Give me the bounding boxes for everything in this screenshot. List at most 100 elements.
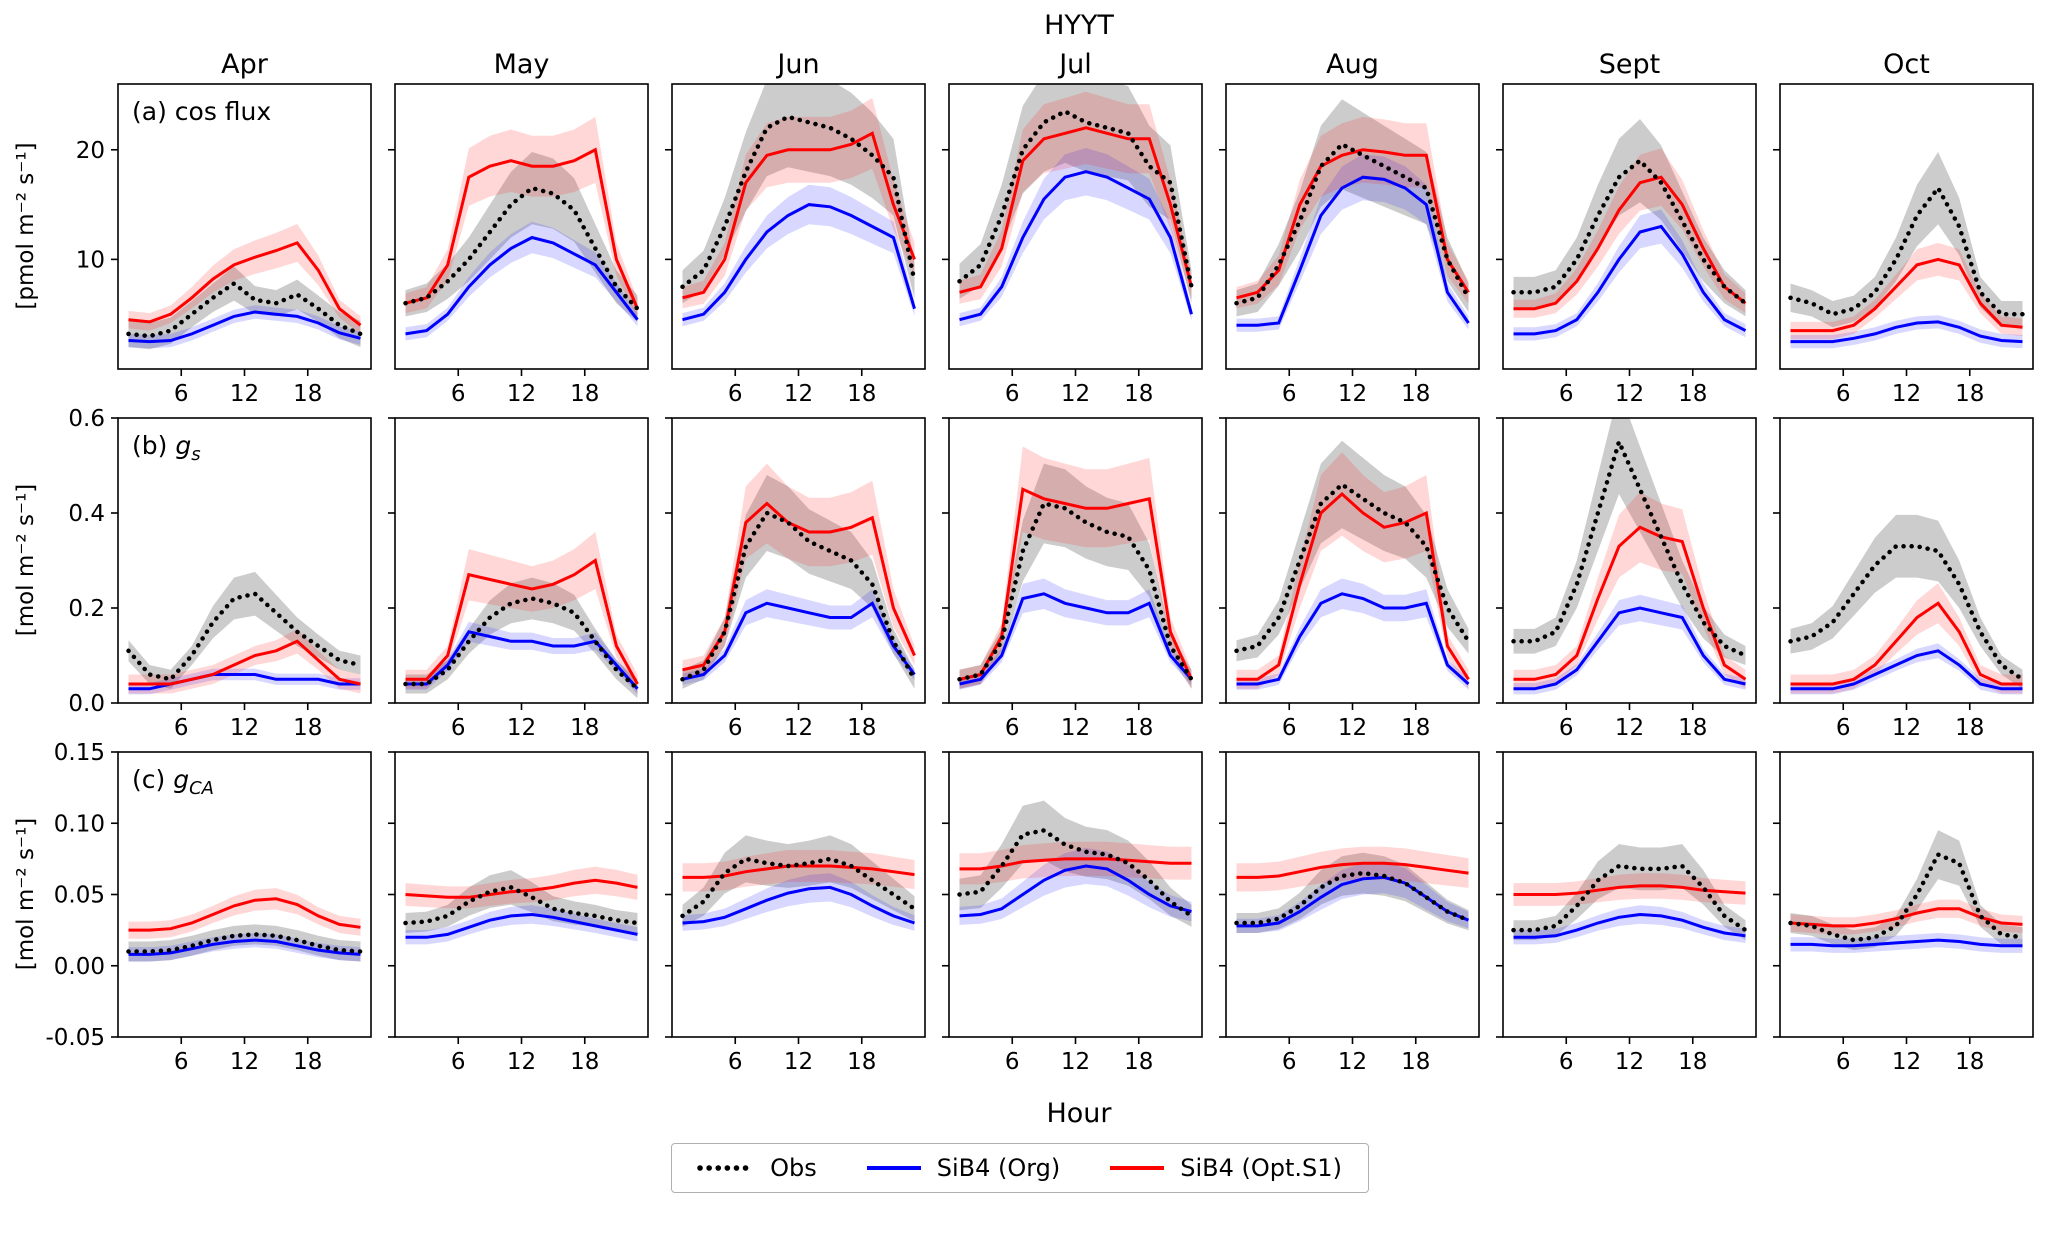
obs-line bbox=[1234, 481, 1471, 654]
opt-line bbox=[405, 147, 639, 310]
x-tick-label: 6 bbox=[728, 381, 743, 407]
x-tick-label: 6 bbox=[174, 1049, 189, 1075]
opt-band bbox=[1513, 492, 1746, 689]
y-axis-label-gs: [mol m⁻² s⁻¹] bbox=[13, 483, 39, 637]
opt-band bbox=[959, 446, 1192, 689]
obs-line bbox=[1788, 851, 2025, 943]
opt-band bbox=[405, 116, 638, 318]
subplot-cos-flux-jun: 6 12 18 bbox=[665, 83, 926, 409]
org-band bbox=[128, 933, 361, 962]
org-band bbox=[959, 578, 1192, 690]
obs-line bbox=[680, 856, 917, 919]
panel-label: (a) cos flux bbox=[132, 97, 271, 126]
subplot-gs-aug: 6 12 18 bbox=[1219, 417, 1480, 743]
legend-opt-line-icon bbox=[1110, 1166, 1165, 1170]
subplot-gs-apr: 6 12 18 0.0 0.2 0.4 0.6 (b) gs bbox=[68, 406, 372, 743]
x-tick-label: 6 bbox=[451, 1049, 466, 1075]
x-tick-label: 6 bbox=[1559, 381, 1574, 407]
obs-line bbox=[126, 932, 363, 954]
obs-band bbox=[682, 835, 915, 927]
x-tick-label: 6 bbox=[451, 715, 466, 741]
legend-wrap: Obs SiB4 (Org) SiB4 (Opt.S1) bbox=[0, 1143, 2040, 1193]
column-header-oct: Oct bbox=[1883, 49, 1930, 80]
opt-line bbox=[959, 487, 1193, 681]
x-tick-label: 12 bbox=[1615, 1049, 1644, 1075]
column-header-jun: Jun bbox=[777, 49, 820, 80]
obs-band bbox=[959, 463, 1192, 689]
x-tick-label: 6 bbox=[728, 715, 743, 741]
subplot-gca-jun: 6 12 18 bbox=[665, 751, 926, 1077]
x-tick-label: 12 bbox=[1061, 1049, 1090, 1075]
org-line bbox=[682, 203, 916, 322]
legend-label-obs: Obs bbox=[770, 1154, 817, 1182]
x-tick-label: 12 bbox=[507, 381, 536, 407]
x-tick-label: 18 bbox=[1678, 381, 1707, 407]
x-tick-label: 6 bbox=[1005, 1049, 1020, 1075]
org-line bbox=[1513, 606, 1746, 691]
obs-band bbox=[1790, 830, 2023, 951]
subplot-grid: Apr May Jun Jul Aug Sept Oct [pmol m⁻² s⁻¹] 6 12 1… bbox=[0, 49, 2040, 1077]
obs-line bbox=[1511, 157, 1748, 306]
obs-line bbox=[1788, 184, 2025, 317]
x-tick-label: 6 bbox=[1836, 381, 1851, 407]
x-tick-label: 12 bbox=[1615, 381, 1644, 407]
x-tick-label: 12 bbox=[1061, 381, 1090, 407]
opt-band bbox=[682, 463, 915, 680]
obs-line bbox=[126, 280, 363, 339]
obs-line bbox=[957, 828, 1194, 919]
obs-line bbox=[1511, 435, 1748, 658]
org-line bbox=[128, 310, 361, 344]
obs-band bbox=[1513, 119, 1746, 317]
x-tick-label: 12 bbox=[230, 381, 259, 407]
x-tick-label: 6 bbox=[174, 715, 189, 741]
org-band bbox=[1513, 209, 1746, 341]
figure-title: HYYT bbox=[1044, 10, 1114, 41]
opt-line bbox=[1236, 491, 1470, 681]
obs-line bbox=[1234, 141, 1471, 306]
opt-band bbox=[1236, 116, 1469, 309]
obs-line bbox=[403, 185, 640, 311]
obs-band bbox=[128, 571, 361, 689]
subplot-gca-aug: 6 12 18 bbox=[1219, 751, 1480, 1077]
org-line bbox=[1236, 175, 1470, 327]
obs-band bbox=[1513, 844, 1746, 941]
subplot-cos-flux-apr: 6 12 18 10 20 (a) cos flux bbox=[76, 83, 372, 409]
subplot-cos-flux-oct: 6 12 18 bbox=[1773, 83, 2034, 409]
x-tick-label: 6 bbox=[1559, 715, 1574, 741]
x-tick-label: 6 bbox=[728, 1049, 743, 1075]
obs-band bbox=[128, 924, 361, 962]
x-tick-label: 12 bbox=[784, 381, 813, 407]
x-tick-label: 6 bbox=[1836, 715, 1851, 741]
x-tick-label: 18 bbox=[1124, 715, 1153, 741]
opt-band bbox=[1513, 873, 1746, 906]
x-tick-label: 18 bbox=[847, 1049, 876, 1075]
org-line bbox=[1236, 592, 1470, 686]
subplot-gca-jul: 6 12 18 bbox=[942, 751, 1203, 1077]
obs-line bbox=[680, 114, 917, 290]
obs-band bbox=[405, 577, 638, 699]
opt-band bbox=[959, 841, 1192, 885]
subplot-cos-flux-jul: 6 12 18 bbox=[942, 83, 1203, 409]
x-tick-label: 18 bbox=[1678, 715, 1707, 741]
obs-line bbox=[1788, 544, 2025, 682]
subplot-gs-oct: 6 12 18 bbox=[1773, 417, 2034, 743]
org-line bbox=[1790, 938, 2023, 948]
legend: Obs SiB4 (Org) SiB4 (Opt.S1) bbox=[671, 1143, 1369, 1193]
obs-band bbox=[405, 870, 638, 933]
subplot-gs-jun: 6 12 18 bbox=[665, 417, 926, 743]
opt-line bbox=[128, 241, 362, 327]
x-tick-label: 6 bbox=[1282, 381, 1297, 407]
x-tick-label: 12 bbox=[1061, 715, 1090, 741]
y-tick-label: 0.4 bbox=[68, 501, 105, 527]
org-band bbox=[405, 221, 638, 341]
x-tick-label: 18 bbox=[570, 1049, 599, 1075]
column-header-apr: Apr bbox=[221, 49, 268, 80]
opt-band bbox=[405, 866, 638, 909]
opt-band bbox=[1790, 583, 2023, 694]
x-tick-label: 18 bbox=[1955, 715, 1984, 741]
x-tick-label: 6 bbox=[1005, 715, 1020, 741]
x-tick-label: 12 bbox=[784, 1049, 813, 1075]
opt-band bbox=[959, 91, 1192, 304]
x-tick-label: 6 bbox=[174, 381, 189, 407]
